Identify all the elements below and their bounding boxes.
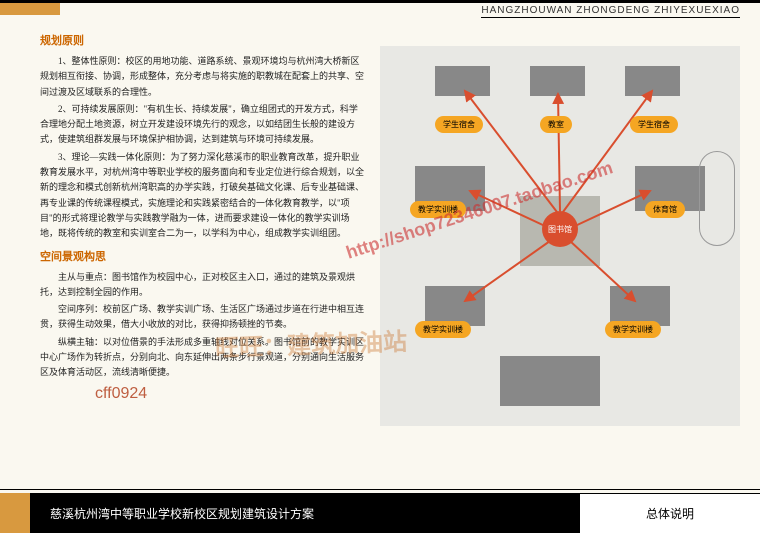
footer: 慈溪杭州湾中等职业学校新校区规划建筑设计方案 总体说明: [0, 493, 760, 533]
section2-title: 空间景观构思: [40, 248, 365, 264]
para: 主从与重点：图书馆作为校园中心，正对校区主入口，通过的建筑及景观烘托，达到控制全…: [40, 270, 365, 301]
label-training3: 教学实训楼: [605, 321, 661, 338]
label-dorm2: 学生宿舍: [630, 116, 678, 133]
para: 1、整体性原则：校区的用地功能、道路系统、景观环境均与杭州湾大桥新区规划相互衔接…: [40, 54, 365, 100]
footer-section: 总体说明: [580, 493, 760, 533]
footer-title: 慈溪杭州湾中等职业学校新校区规划建筑设计方案: [30, 493, 580, 533]
label-library: 图书馆: [542, 211, 578, 247]
label-training1: 教学实训楼: [410, 201, 466, 218]
label-dorm1: 学生宿舍: [435, 116, 483, 133]
para: 2、可持续发展原则："有机生长、持续发展"，确立组团式的开发方式，科学合理地分配…: [40, 102, 365, 148]
para: 空间序列：校前区广场、教学实训广场、生活区广场通过步道在行进中相互连贯，获得生动…: [40, 302, 365, 333]
section1-title: 规划原则: [40, 32, 365, 48]
label-gym: 体育馆: [645, 201, 685, 218]
para: 纵横主轴：以对位借景的手法形成多重轴线对位关系。图书馆前的教学实训区中心广场作为…: [40, 335, 365, 381]
label-classroom: 教室: [540, 116, 572, 133]
label-training2: 教学实训楼: [415, 321, 471, 338]
text-column: 规划原则 1、整体性原则：校区的用地功能、道路系统、景观环境均与杭州湾大桥新区规…: [40, 26, 380, 488]
header-title: HANGZHOUWAN ZHONGDENG ZHIYEXUEXIAO: [481, 5, 740, 18]
site-diagram: 学生宿舍 教室 学生宿舍 教学实训楼 体育馆 教学实训楼 教学实训楼 图书馆: [380, 46, 740, 426]
para: 3、理论—实践一体化原则：为了努力深化慈溪市的职业教育改革，提升职业教育发展水平…: [40, 150, 365, 242]
